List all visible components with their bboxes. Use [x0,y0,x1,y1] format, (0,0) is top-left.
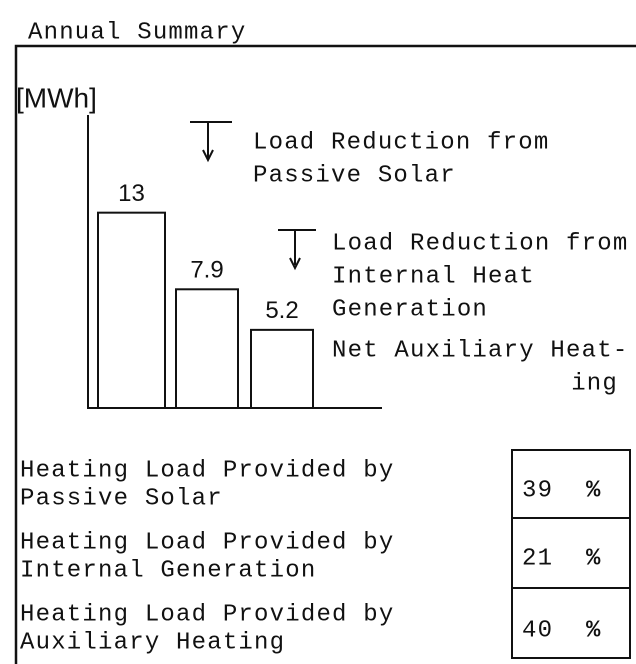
arrow-symbol [278,229,316,271]
summary-value: 21 [522,545,553,572]
summary-label: Auxiliary Heating [20,629,285,656]
data-label: 5.2 [265,297,298,324]
data-label: 13 [118,180,145,207]
summary-label: Heating Load Provided by [20,529,394,556]
bar [250,328,314,409]
bar [175,288,239,409]
y-label: [MWh] [16,82,97,113]
summary-label: Internal Generation [20,557,316,584]
data-label: 7.9 [190,257,223,284]
summary-unit: % [586,545,602,572]
title: Annual Summary [28,19,246,46]
frame [14,44,636,664]
summary-value: 39 [522,477,553,504]
annotation: Net Auxiliary Heat- [332,337,628,364]
annotation: Internal Heat [332,263,535,290]
annotation: Passive Solar [253,162,456,189]
summary-label: Heating Load Provided by [20,457,394,484]
summary-label: Heating Load Provided by [20,601,394,628]
arrow-symbol [190,121,232,163]
summary-label: Passive Solar [20,485,223,512]
summary-value: 40 [522,617,553,644]
annotation: Load Reduction from [253,129,549,156]
bar [97,211,166,409]
value-box [511,587,631,659]
summary-unit: % [586,617,602,644]
annotation: Load Reduction from [332,230,628,257]
summary-unit: % [586,477,602,504]
annotation: ing [571,370,618,397]
annotation: Generation [332,296,488,323]
